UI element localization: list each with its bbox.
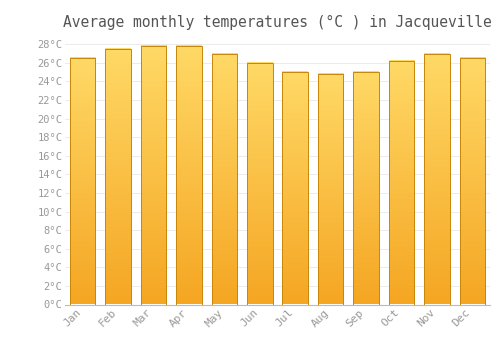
Bar [460, 58, 485, 304]
Bar [141, 46, 167, 304]
Bar [212, 54, 237, 304]
Bar [176, 46, 202, 304]
Bar [282, 72, 308, 304]
Bar [106, 49, 131, 304]
Bar [70, 58, 96, 304]
Bar [318, 74, 344, 304]
Bar [354, 72, 379, 304]
Bar [247, 63, 272, 304]
Bar [388, 61, 414, 304]
Bar [424, 54, 450, 304]
Title: Average monthly temperatures (°C ) in Jacqueville: Average monthly temperatures (°C ) in Ja… [63, 15, 492, 30]
